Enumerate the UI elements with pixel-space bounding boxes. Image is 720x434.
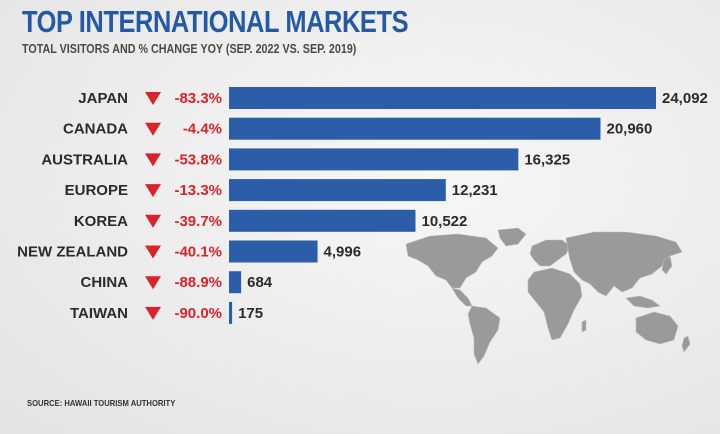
chart-title: TOP INTERNATIONAL MARKETS — [22, 4, 409, 39]
value-label: 16,325 — [524, 151, 570, 168]
value-label: 684 — [247, 274, 273, 291]
pct-change-label: -4.4% — [183, 121, 222, 138]
pct-change-label: -83.3% — [174, 90, 222, 107]
value-label: 4,996 — [324, 244, 362, 261]
bar — [229, 271, 242, 294]
bar — [229, 179, 446, 202]
category-label: CHINA — [81, 274, 129, 291]
down-arrow-icon — [145, 245, 161, 259]
source-note: SOURCE: HAWAII TOURISM AUTHORITY — [27, 398, 176, 408]
bar — [229, 301, 233, 324]
bar — [229, 148, 519, 171]
down-arrow-icon — [145, 306, 161, 320]
category-label: EUROPE — [65, 182, 128, 199]
pct-change-label: -90.0% — [174, 305, 222, 322]
pct-change-label: -53.8% — [174, 151, 222, 168]
pct-change-label: -13.3% — [174, 182, 222, 199]
value-label: 10,522 — [421, 213, 467, 230]
value-label: 20,960 — [606, 121, 652, 138]
bar — [229, 117, 601, 140]
category-label: AUSTRALIA — [41, 151, 128, 168]
value-label: 175 — [238, 305, 263, 322]
category-label: KOREA — [74, 213, 128, 230]
down-arrow-icon — [145, 214, 161, 228]
down-arrow-icon — [145, 184, 161, 198]
world-map-icon — [405, 227, 691, 365]
category-label: TAIWAN — [70, 305, 128, 322]
bar — [229, 209, 416, 232]
down-arrow-icon — [145, 92, 161, 105]
category-label: JAPAN — [78, 90, 128, 107]
chart-subtitle: TOTAL VISITORS AND % CHANGE YOY (SEP. 20… — [22, 42, 357, 56]
pct-change-label: -39.7% — [174, 213, 222, 230]
down-arrow-icon — [145, 122, 161, 136]
pct-change-label: -40.1% — [174, 244, 222, 261]
category-label: NEW ZEALAND — [17, 244, 128, 261]
down-arrow-icon — [145, 153, 161, 167]
value-label: 12,231 — [452, 182, 498, 199]
pct-change-label: -88.9% — [174, 274, 222, 291]
bar — [229, 87, 656, 109]
category-label: CANADA — [63, 121, 128, 138]
value-label: 24,092 — [662, 90, 708, 107]
bar — [229, 240, 318, 263]
down-arrow-icon — [145, 276, 161, 290]
